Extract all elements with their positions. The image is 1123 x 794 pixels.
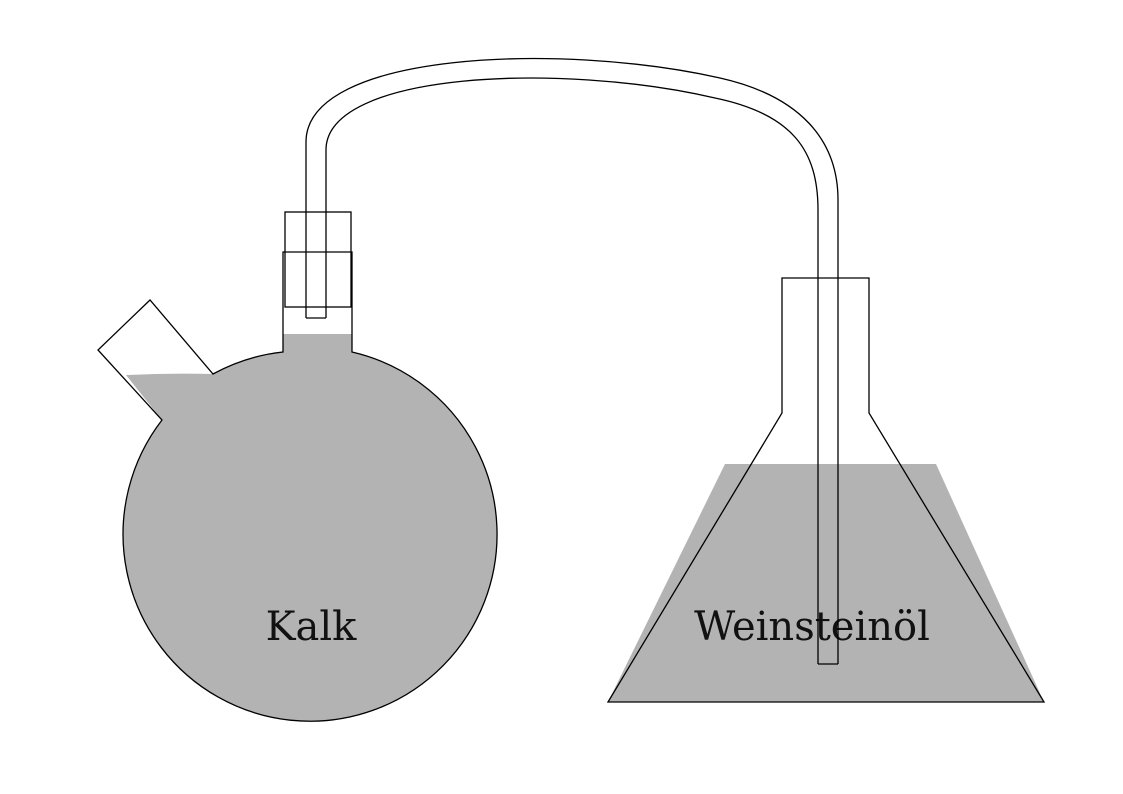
round-flask-outline	[97, 251, 498, 722]
stopper	[284, 211, 352, 308]
delivery-tube	[305, 57, 839, 665]
erlenmeyer-flask: Weinsteinöl	[606, 277, 1046, 703]
erlenmeyer-outline	[606, 277, 1046, 703]
erlenmeyer-label: Weinsteinöl	[694, 604, 930, 650]
round-flask-liquid	[123, 334, 498, 722]
tube-outer-wall	[305, 57, 839, 664]
round-flask: Kalk	[97, 211, 498, 722]
round-flask-label: Kalk	[266, 604, 358, 650]
tube-inner-wall	[325, 77, 819, 664]
erlenmeyer-liquid	[608, 464, 1044, 702]
